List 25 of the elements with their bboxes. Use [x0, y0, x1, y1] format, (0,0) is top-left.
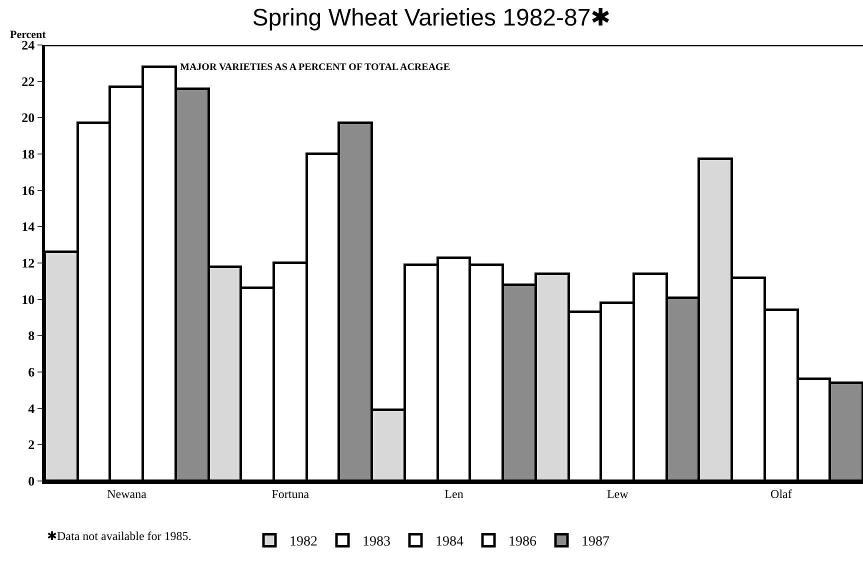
text: MAJOR VARIETIES AS A PERCENT OF TOTAL ACREAGE	[180, 62, 450, 73]
x-tick-label: Lew	[606, 487, 629, 502]
x-tick-label: Olaf	[770, 487, 792, 502]
legend-label: 1983	[362, 534, 390, 550]
y-tick-label: 20	[22, 110, 35, 126]
text: ✱Data not available for 1985.	[47, 529, 192, 543]
x-tick-label: Newana	[107, 487, 148, 502]
y-tick-label: 18	[22, 146, 36, 162]
chart-title: Spring Wheat Varieties 1982-87✱	[252, 4, 611, 32]
y-tick-label: 12	[22, 256, 35, 271]
x-tick-label: Len	[444, 487, 464, 502]
y-tick-label: 0	[28, 474, 35, 489]
y-tick-label: 10	[22, 292, 35, 307]
y-tick-label: 22	[22, 74, 35, 89]
x-tick-label: Fortuna	[272, 487, 310, 502]
legend-label: 1982	[290, 534, 318, 550]
legend-label: 1984	[436, 534, 464, 550]
y-tick-label: 6	[28, 364, 36, 380]
legend-label: 1987	[582, 534, 610, 550]
legend-label: 1986	[508, 534, 536, 550]
y-tick-label: 2	[28, 437, 35, 452]
y-tick-label: 14	[22, 219, 36, 234]
y-tick-label: 16	[22, 182, 36, 198]
y-tick-label: 4	[28, 400, 36, 416]
y-tick-label: 8	[28, 328, 36, 344]
